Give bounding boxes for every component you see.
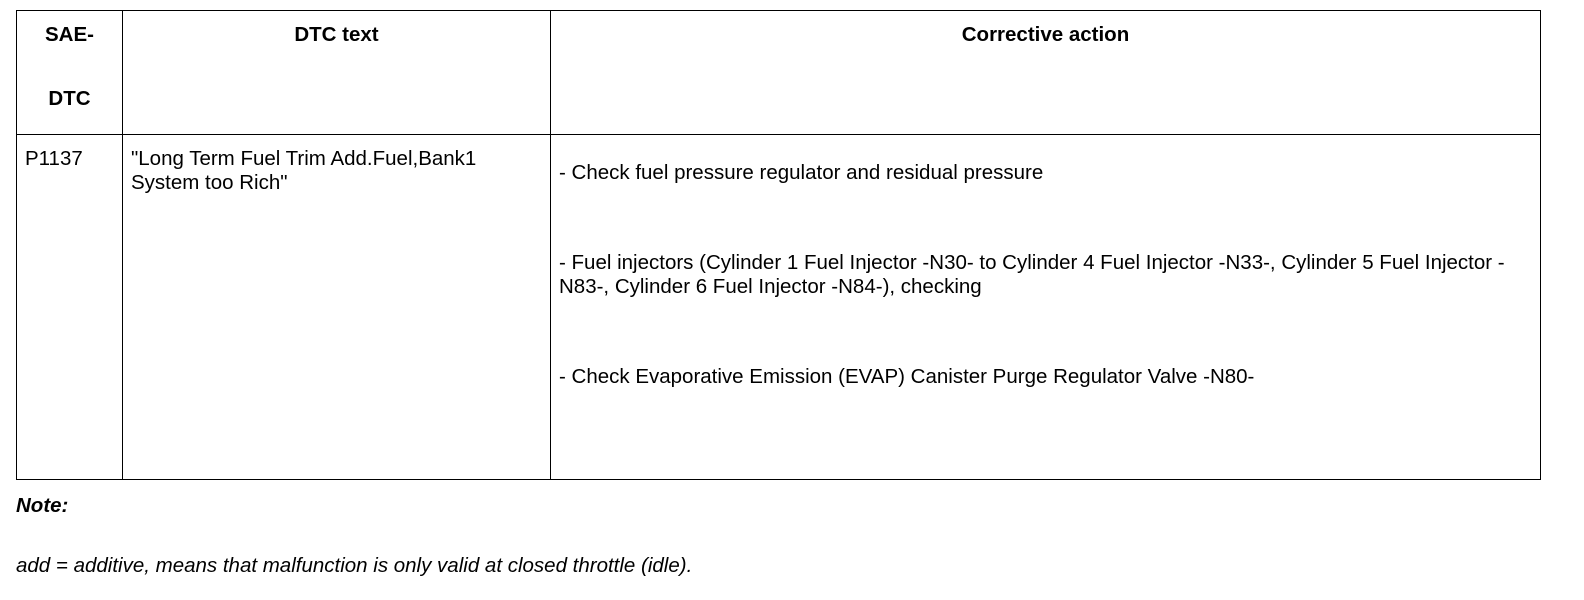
note-label: Note:	[16, 494, 69, 517]
table-row: P1137 "Long Term Fuel Trim Add.Fuel,Bank…	[16, 134, 1541, 480]
header-dtc-text: DTC text	[122, 10, 551, 135]
header-sae-dtc: SAE- DTC	[16, 10, 123, 135]
corrective-actions: - Check fuel pressure regulator and resi…	[550, 134, 1541, 480]
header-sae-line1: SAE-	[45, 23, 94, 46]
dtc-text: "Long Term Fuel Trim Add.Fuel,Bank1 Syst…	[122, 134, 551, 480]
dtc-table: SAE- DTC DTC text Corrective action P113…	[16, 10, 1541, 480]
dtc-code: P1137	[16, 134, 123, 480]
table-header-row: SAE- DTC DTC text Corrective action	[16, 10, 1541, 135]
action-item: - Check Evaporative Emission (EVAP) Cani…	[559, 365, 1255, 388]
note-text: add = additive, means that malfunction i…	[16, 554, 693, 577]
action-item: - Fuel injectors (Cylinder 1 Fuel Inject…	[559, 251, 1505, 298]
action-item: - Check fuel pressure regulator and resi…	[559, 161, 1044, 184]
header-corrective-action: Corrective action	[550, 10, 1541, 135]
header-sae-line2: DTC	[48, 87, 91, 110]
